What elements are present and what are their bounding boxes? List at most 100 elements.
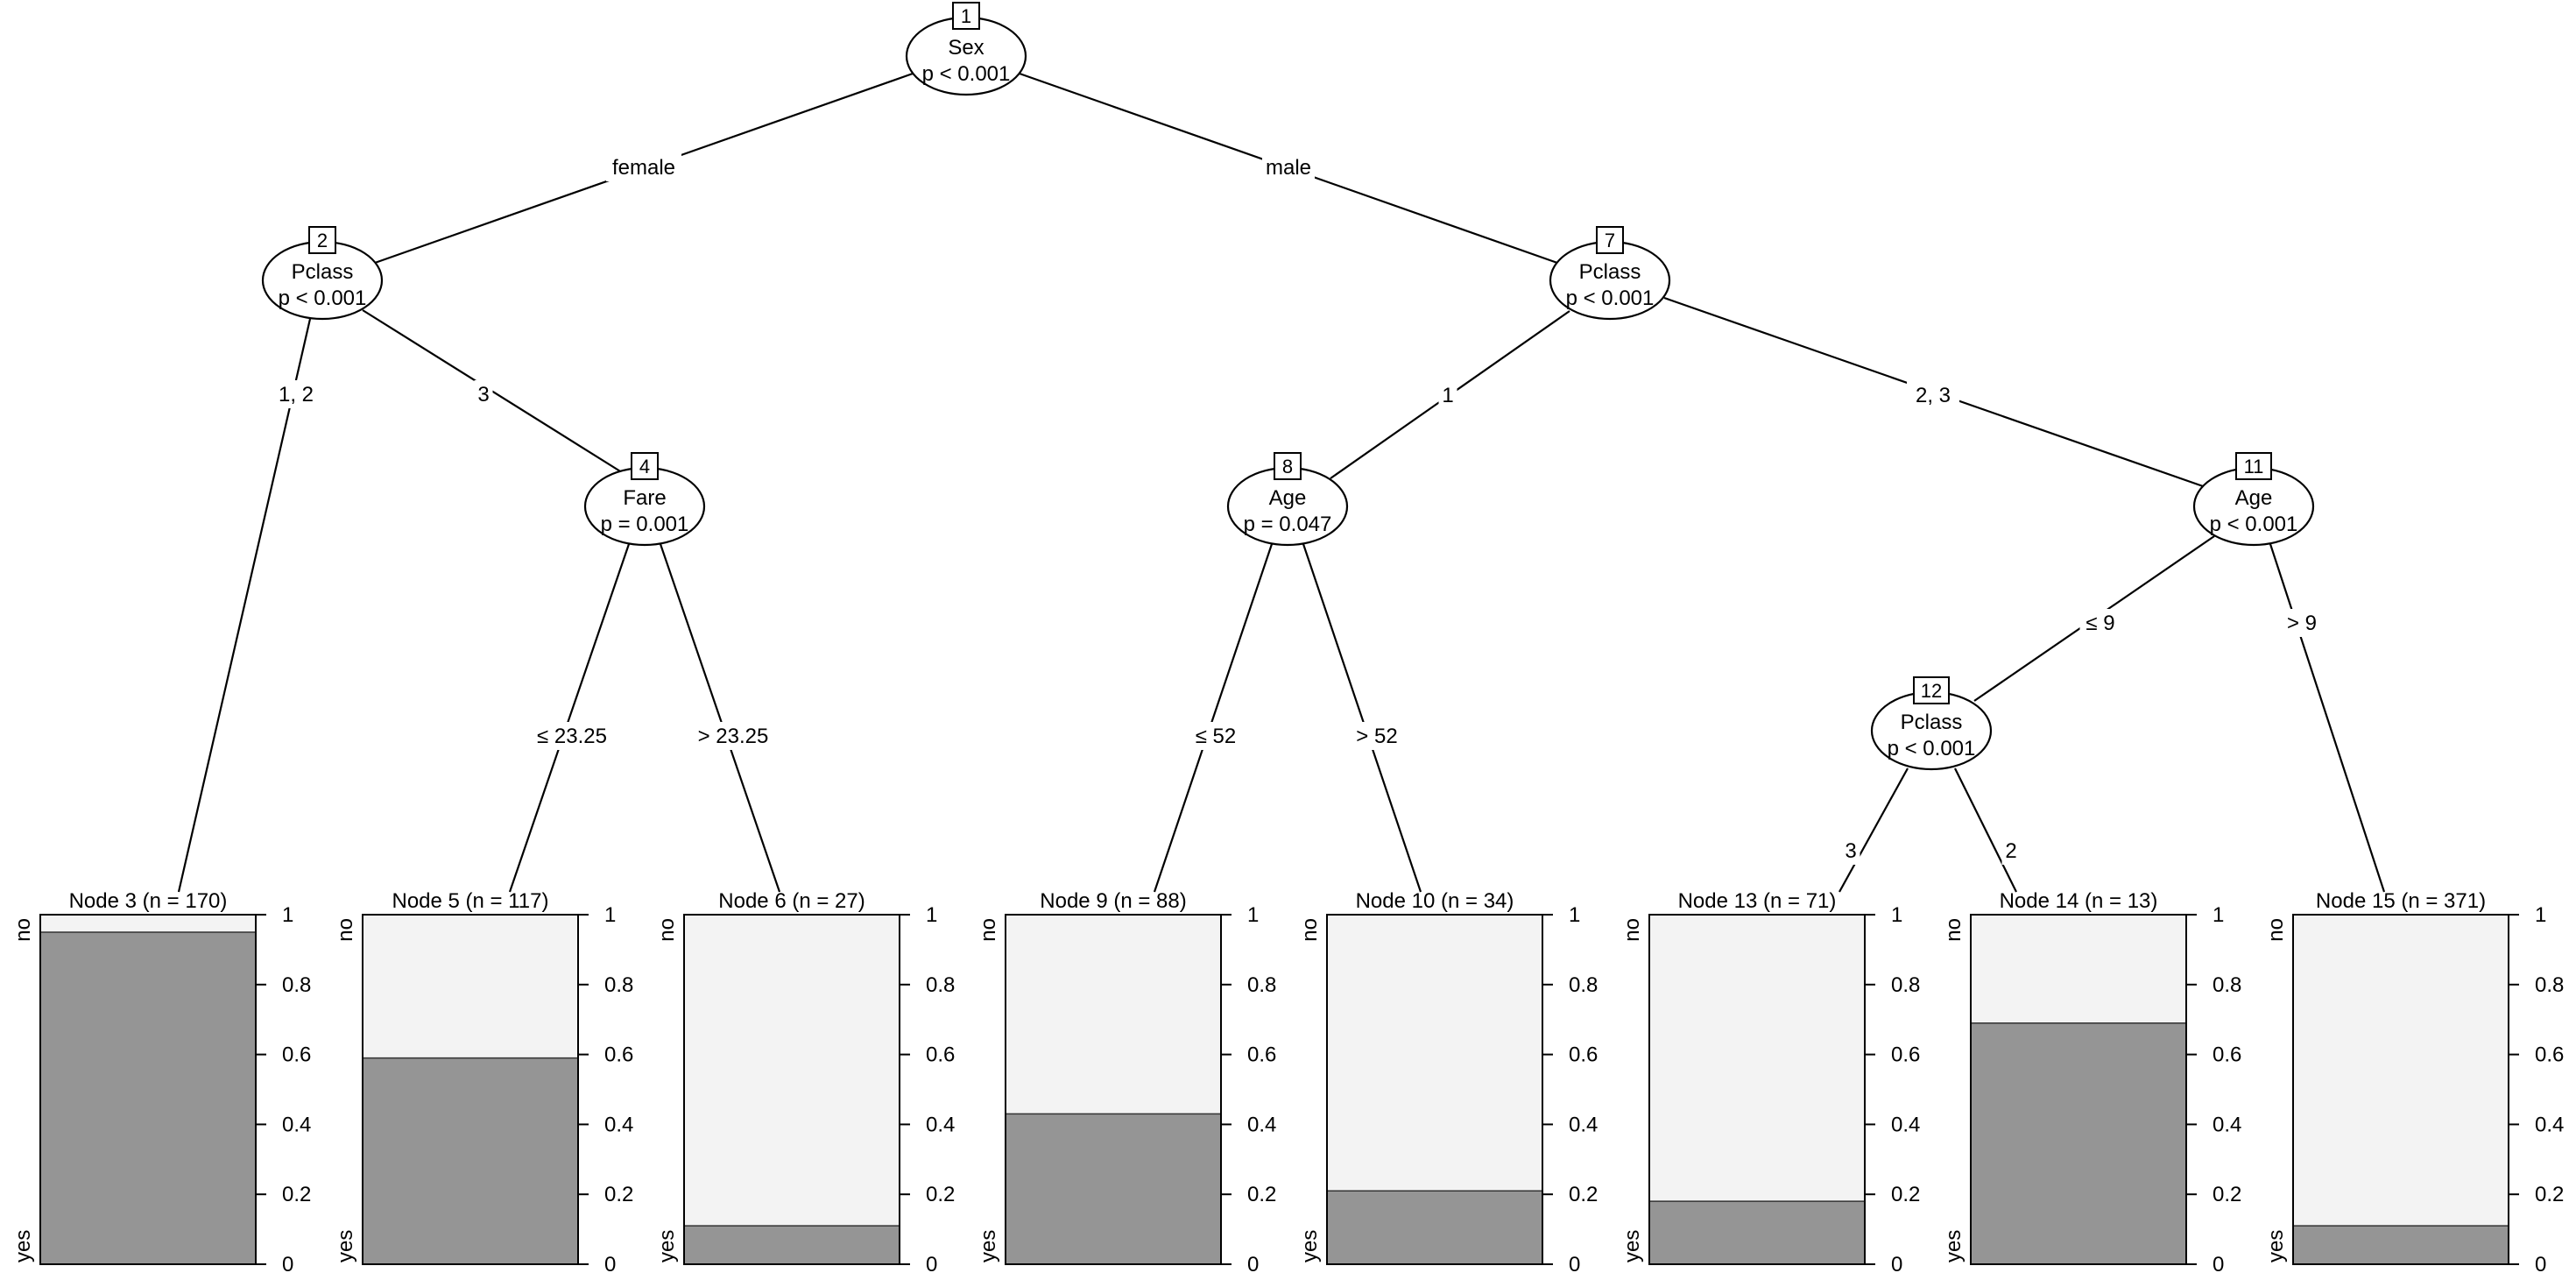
node-p-value: p < 0.001: [1566, 286, 1655, 310]
terminal-title: Node 3 (n = 170): [69, 889, 228, 913]
bar-no-segment: [684, 915, 900, 1264]
bar-yes-segment: [1649, 1201, 1865, 1264]
axis-tick-label: 1: [2213, 903, 2224, 927]
node-p-value: p < 0.001: [1888, 737, 1976, 760]
terminal-node-10: Node 10 (n = 34) 0 0.2 0.4 0.6 0.8 1 no yes: [1298, 889, 1598, 1273]
node-id: 12: [1921, 680, 1942, 702]
axis-tick-label: 1: [2535, 903, 2546, 927]
bar-yes-segment: [363, 1057, 578, 1264]
axis-tick-label: 0: [282, 1253, 293, 1273]
edge-label-8-9: ≤ 52: [1196, 725, 1237, 748]
edge-label-bg: [2001, 837, 2021, 865]
edge-label-2-4: 3: [477, 383, 489, 407]
node-id: 7: [1605, 230, 1615, 251]
bar-no-segment: [2293, 915, 2509, 1264]
axis-tick-label: 0.4: [2535, 1113, 2564, 1136]
axis-tick-label: 0.2: [1891, 1183, 1920, 1206]
side-label-yes: yes: [1942, 1230, 1966, 1262]
edge-label-bg: [1438, 381, 1457, 409]
edge-label-bg: [2079, 609, 2121, 637]
axis-tick-label: 0.6: [926, 1043, 955, 1067]
terminal-nodes-layer: Node 3 (n = 170) 0 0.2 0.4 0.6 0.8 1 no yes Node …: [11, 889, 2564, 1273]
axis-tick-label: 0.6: [282, 1043, 311, 1067]
axis-tick-label: 0.2: [604, 1183, 633, 1206]
edge-label-4-5: ≤ 23.25: [537, 725, 607, 748]
axis-tick-label: 1: [926, 903, 937, 927]
side-label-no: no: [977, 918, 1000, 942]
edge-11-15: [2269, 543, 2386, 893]
edge-8-9: [1153, 543, 1274, 893]
axis-tick-label: 0.4: [1569, 1113, 1598, 1136]
bar-frame: [683, 914, 900, 1265]
axis-tick-label: 0.4: [1247, 1113, 1276, 1136]
node-id: 2: [317, 230, 328, 251]
inner-node-8: 8 Age p = 0.047: [1226, 452, 1349, 547]
edge-label-bg: [2281, 609, 2323, 637]
axis-tick-label: 0.2: [1247, 1183, 1276, 1206]
edge-label-bg: [528, 722, 616, 750]
axis-tick-label: 0.6: [1247, 1043, 1276, 1067]
axis-tick-label: 1: [1891, 903, 1902, 927]
edge-label-bg: [689, 722, 777, 750]
node-p-value: p < 0.001: [922, 62, 1011, 86]
edge-label-2-3: 1, 2: [279, 383, 314, 407]
axis-tick-label: 0: [1247, 1253, 1259, 1273]
node-p-value: p < 0.001: [279, 286, 367, 310]
edge-label-8-10: > 52: [1356, 725, 1397, 748]
axis-tick-label: 0.8: [2213, 973, 2241, 997]
edge-label-bg: [606, 153, 681, 181]
edge-label-4-6: > 23.25: [698, 725, 769, 748]
edge-2-4: [362, 309, 625, 475]
terminal-node-13: Node 13 (n = 71) 0 0.2 0.4 0.6 0.8 1 no yes: [1620, 889, 1920, 1273]
edge-8-10: [1302, 543, 1422, 893]
bar-frame: [1648, 914, 1866, 1265]
terminal-node-14: Node 14 (n = 13) 0 0.2 0.4 0.6 0.8 1 no yes: [1942, 889, 2241, 1273]
axis-tick-label: 0.8: [926, 973, 955, 997]
edge-label-bg: [1907, 381, 1959, 409]
axis-tick-label: 0.6: [604, 1043, 633, 1067]
terminal-title: Node 6 (n = 27): [718, 889, 865, 913]
terminal-title: Node 14 (n = 13): [2000, 889, 2158, 913]
axis-tick-label: 1: [1247, 903, 1259, 927]
inner-node-4: 4 Fare p = 0.001: [583, 452, 706, 547]
terminal-title: Node 15 (n = 371): [2316, 889, 2486, 913]
edge-label-bg: [1189, 722, 1242, 750]
bar-frame: [39, 914, 257, 1265]
side-label-yes: yes: [334, 1230, 357, 1262]
edge-4-5: [508, 543, 631, 893]
axis-tick-label: 0.6: [1569, 1043, 1598, 1067]
node-variable: Pclass: [1901, 711, 1963, 734]
side-label-no: no: [1298, 918, 1322, 942]
node-variable: Pclass: [1579, 260, 1641, 284]
terminal-node-15: Node 15 (n = 371) 0 0.2 0.4 0.6 0.8 1 no yes: [2264, 889, 2564, 1273]
edge-label-bg: [270, 380, 322, 408]
axis-tick-label: 0.4: [1891, 1113, 1920, 1136]
bar-frame: [362, 914, 579, 1265]
axis-tick-label: 0.4: [2213, 1113, 2241, 1136]
bar-frame: [1326, 914, 1543, 1265]
side-label-yes: yes: [655, 1230, 679, 1262]
node-id-box: [952, 2, 980, 30]
axis-tick-label: 0.2: [1569, 1183, 1598, 1206]
axis-tick-label: 0.6: [2213, 1043, 2241, 1067]
node-id: 11: [2244, 456, 2264, 477]
side-label-no: no: [1942, 918, 1966, 942]
bar-frame: [1005, 914, 1222, 1265]
edge-label-7-11: 2, 3: [1916, 384, 1951, 407]
axis-tick-label: 1: [1569, 903, 1580, 927]
terminal-node-9: Node 9 (n = 88) 0 0.2 0.4 0.6 0.8 1 no yes: [977, 889, 1276, 1273]
edge-4-6: [659, 543, 781, 893]
side-label-no: no: [655, 918, 679, 942]
axis-tick-label: 0.8: [1569, 973, 1598, 997]
bar-frame: [1970, 914, 2187, 1265]
bar-yes-segment: [684, 1226, 900, 1264]
axis-tick-label: 0: [1891, 1253, 1902, 1273]
side-label-no: no: [334, 918, 357, 942]
axis-tick-label: 0: [2213, 1253, 2224, 1273]
edges-layer: [177, 72, 2386, 893]
terminal-node-6: Node 6 (n = 27) 0 0.2 0.4 0.6 0.8 1 no yes: [655, 889, 955, 1273]
node-id: 8: [1282, 456, 1293, 477]
